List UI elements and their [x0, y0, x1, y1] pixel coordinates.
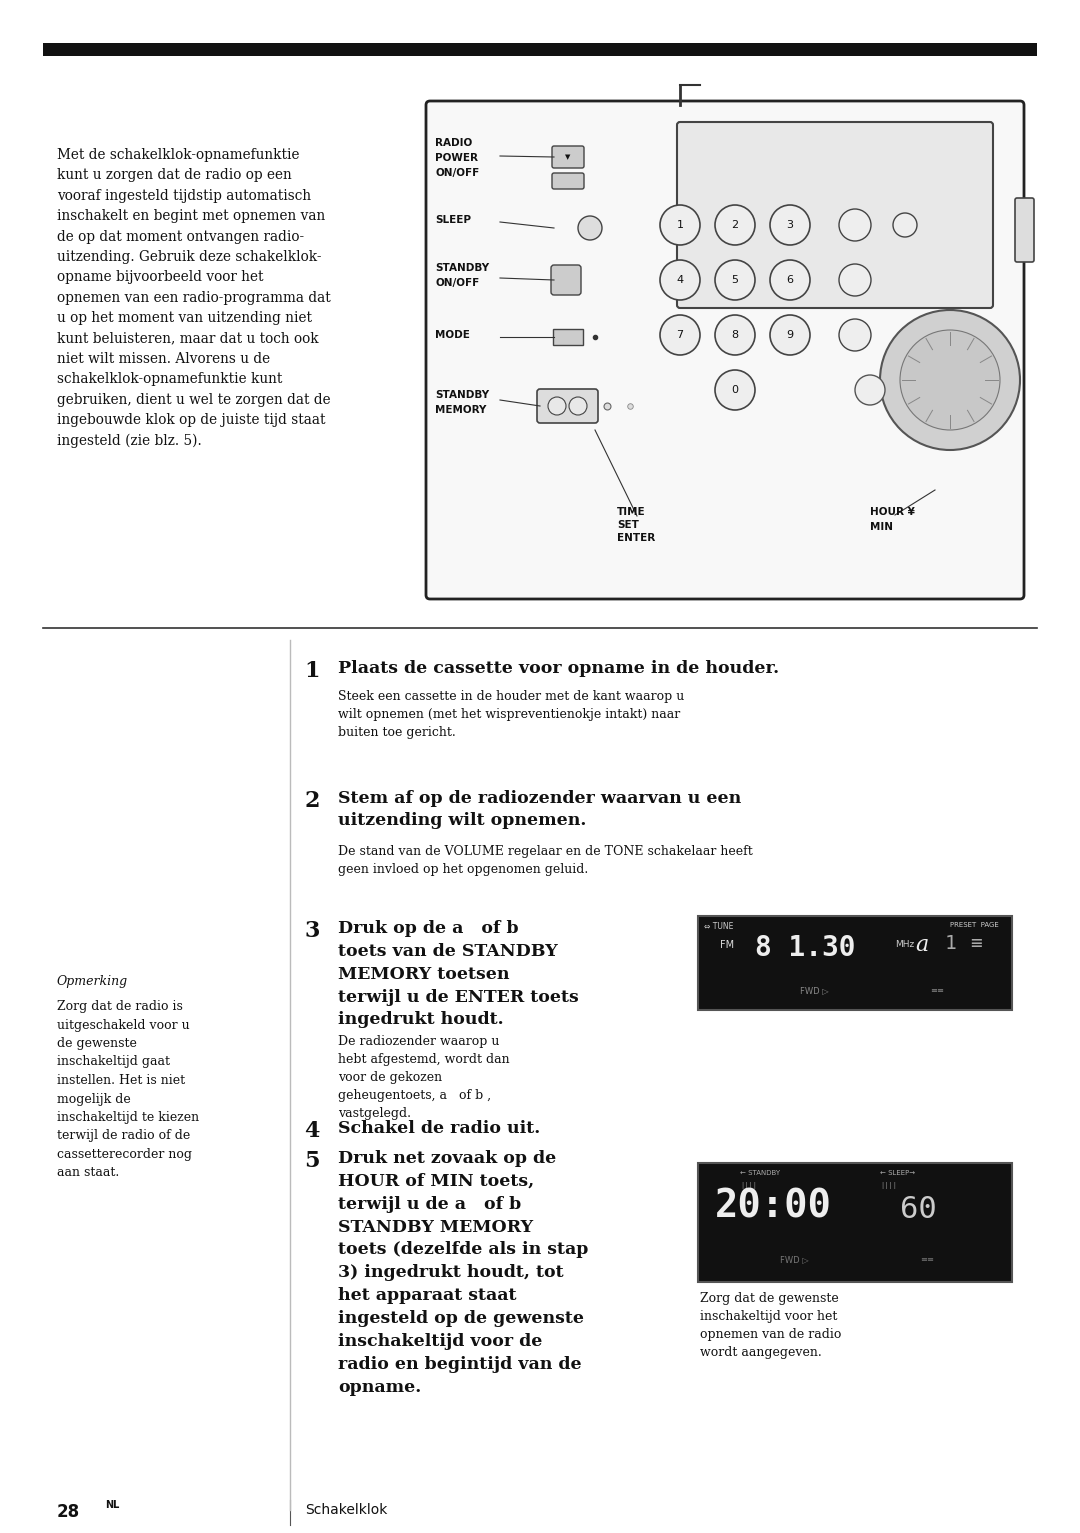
Text: Schakelklok: Schakelklok [305, 1502, 388, 1518]
Circle shape [839, 208, 870, 241]
Circle shape [715, 369, 755, 409]
Bar [43, 43, 1037, 57]
Text: Met de schakelklok-opnamefunktie
kunt u zorgen dat de radio op een
vooraf ingest: Met de schakelklok-opnamefunktie kunt u … [57, 149, 330, 448]
Circle shape [715, 261, 755, 300]
FancyBboxPatch shape [551, 265, 581, 294]
Text: MODE: MODE [435, 330, 470, 340]
Text: 1: 1 [303, 661, 320, 682]
Text: SLEEP: SLEEP [435, 215, 471, 225]
Text: ← STANDBY: ← STANDBY [740, 1170, 780, 1176]
FancyBboxPatch shape [698, 917, 1012, 1010]
Text: ▼: ▼ [565, 153, 570, 159]
Text: De radiozender waarop u
hebt afgestemd, wordt dan
voor de gekozen
geheugentoets,: De radiozender waarop u hebt afgestemd, … [338, 1035, 510, 1121]
Text: 8 1.30: 8 1.30 [755, 934, 855, 963]
Text: STANDBY: STANDBY [435, 389, 489, 400]
Text: 5: 5 [731, 274, 739, 285]
Text: 9: 9 [786, 330, 794, 340]
Text: ← SLEEP→: ← SLEEP→ [880, 1170, 915, 1176]
FancyBboxPatch shape [1015, 198, 1034, 262]
Text: FM: FM [720, 940, 734, 950]
Circle shape [770, 314, 810, 356]
Text: Druk op de a   of b
toets van de STANDBY
MEMORY toetsen
terwijl u de ENTER toets: Druk op de a of b toets van de STANDBY M… [338, 920, 579, 1029]
Text: TIME: TIME [617, 507, 646, 517]
Text: 28: 28 [57, 1502, 80, 1521]
Circle shape [855, 376, 885, 405]
FancyBboxPatch shape [426, 101, 1024, 599]
Text: PRESET  PAGE: PRESET PAGE [950, 921, 999, 927]
Circle shape [715, 314, 755, 356]
Text: 1: 1 [945, 934, 957, 954]
Text: 60: 60 [900, 1196, 936, 1223]
Circle shape [880, 310, 1020, 451]
Text: ≡: ≡ [970, 934, 982, 954]
Text: 2: 2 [303, 789, 320, 812]
Circle shape [900, 330, 1000, 429]
Circle shape [770, 205, 810, 245]
Text: Plaats de cassette voor opname in de houder.: Plaats de cassette voor opname in de hou… [338, 661, 779, 678]
Text: 4: 4 [676, 274, 684, 285]
Text: Zorg dat de radio is
uitgeschakeld voor u
de gewenste
inschakeltijd gaat
instell: Zorg dat de radio is uitgeschakeld voor … [57, 1000, 199, 1179]
Text: POWER: POWER [435, 153, 478, 162]
Circle shape [660, 314, 700, 356]
Text: MEMORY: MEMORY [435, 405, 486, 415]
Text: ≡≡: ≡≡ [930, 986, 944, 995]
Circle shape [660, 261, 700, 300]
Text: De stand van de VOLUME regelaar en de TONE schakelaar heeft
geen invloed op het : De stand van de VOLUME regelaar en de TO… [338, 845, 753, 875]
Text: Opmerking: Opmerking [57, 975, 129, 987]
Text: 3: 3 [303, 920, 320, 941]
Text: FWD ▷: FWD ▷ [780, 1256, 809, 1265]
Text: NL: NL [105, 1499, 120, 1510]
Text: 4: 4 [303, 1121, 320, 1142]
Text: FWD ▷: FWD ▷ [800, 986, 828, 995]
Circle shape [839, 264, 870, 296]
FancyBboxPatch shape [537, 389, 598, 423]
Circle shape [660, 205, 700, 245]
Text: RADIO: RADIO [435, 138, 472, 149]
Circle shape [715, 205, 755, 245]
Text: 7: 7 [676, 330, 684, 340]
Text: 0: 0 [731, 385, 739, 396]
Circle shape [548, 397, 566, 415]
Circle shape [839, 319, 870, 351]
FancyBboxPatch shape [552, 146, 584, 169]
Text: 20:00: 20:00 [715, 1187, 832, 1225]
Text: MHz: MHz [895, 940, 915, 949]
Text: MIN: MIN [870, 523, 893, 532]
Text: Schakel de radio uit.: Schakel de radio uit. [338, 1121, 540, 1137]
FancyBboxPatch shape [553, 330, 583, 345]
Text: ON/OFF: ON/OFF [435, 169, 480, 178]
Circle shape [893, 213, 917, 238]
Text: 8: 8 [731, 330, 739, 340]
Text: Druk net zovaak op de
HOUR of MIN toets,
terwijl u de a   of b
STANDBY MEMORY
to: Druk net zovaak op de HOUR of MIN toets,… [338, 1150, 589, 1395]
Text: Steek een cassette in de houder met de kant waarop u
wilt opnemen (met het wispr: Steek een cassette in de houder met de k… [338, 690, 685, 739]
Text: a: a [915, 934, 928, 957]
Text: ||||: |||| [880, 1182, 897, 1190]
Text: Stem af op de radiozender waarvan u een
uitzending wilt opnemen.: Stem af op de radiozender waarvan u een … [338, 789, 741, 828]
Text: HOUR ¥: HOUR ¥ [870, 507, 915, 517]
Text: ≡≡: ≡≡ [920, 1256, 934, 1265]
FancyBboxPatch shape [677, 123, 993, 308]
Text: 6: 6 [786, 274, 794, 285]
Circle shape [770, 261, 810, 300]
Text: ⇔ TUNE: ⇔ TUNE [704, 921, 733, 931]
Text: ENTER: ENTER [617, 533, 656, 543]
Text: 3: 3 [786, 221, 794, 230]
Circle shape [578, 216, 602, 241]
FancyBboxPatch shape [552, 173, 584, 189]
Text: ON/OFF: ON/OFF [435, 277, 480, 288]
Circle shape [569, 397, 588, 415]
Text: 5: 5 [303, 1150, 320, 1173]
Text: Zorg dat de gewenste
inschakeltijd voor het
opnemen van de radio
wordt aangegeve: Zorg dat de gewenste inschakeltijd voor … [700, 1292, 841, 1358]
Text: 1: 1 [676, 221, 684, 230]
Text: SET: SET [617, 520, 639, 530]
FancyBboxPatch shape [698, 1164, 1012, 1282]
Text: 2: 2 [731, 221, 739, 230]
Text: STANDBY: STANDBY [435, 264, 489, 273]
Text: ||||: |||| [740, 1182, 757, 1190]
